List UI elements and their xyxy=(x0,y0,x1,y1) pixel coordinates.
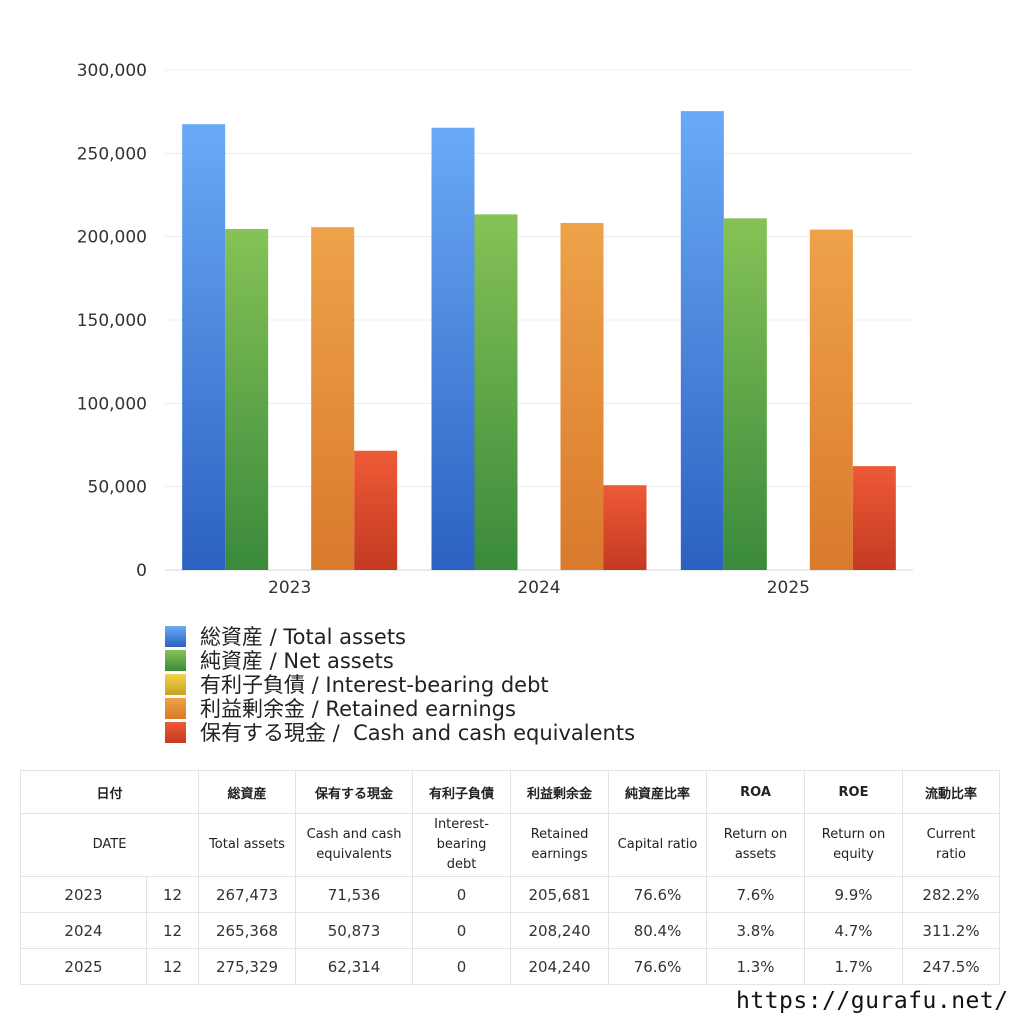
table-cell: 311.2% xyxy=(902,912,1001,949)
table-cell: 76.6% xyxy=(608,948,708,985)
table-cell: 0 xyxy=(412,912,512,949)
header-cell-en: Cash and cash equivalents xyxy=(295,813,414,877)
table-cell: 50,873 xyxy=(295,912,414,949)
header-cell-ja: 保有する現金 xyxy=(295,770,414,814)
y-tick-label: 100,000 xyxy=(77,394,147,414)
header-cell-ja: 総資産 xyxy=(198,770,297,814)
header-cell-ja: ROE xyxy=(804,770,904,814)
legend-swatch xyxy=(165,721,186,743)
x-axis-ticks: 2023 2024 2025 xyxy=(268,578,810,598)
table-cell: 205,681 xyxy=(510,876,610,913)
y-axis-ticks: 0 50,000 100,000 150,000 200,000 250,000 300,0… xyxy=(77,61,147,581)
bar xyxy=(431,127,475,570)
row-year: 2024 xyxy=(20,912,147,949)
x-tick-label: 2025 xyxy=(767,578,810,598)
y-tick-label: 50,000 xyxy=(88,478,147,498)
legend-swatch xyxy=(165,697,186,719)
row-month: 12 xyxy=(145,876,200,913)
bar xyxy=(603,485,647,570)
table-cell: 62,314 xyxy=(295,948,414,985)
legend-item: 純資産 / Net assets xyxy=(165,648,635,673)
table-cell: 71,536 xyxy=(295,876,414,913)
bars xyxy=(182,111,896,571)
legend-swatch xyxy=(165,649,186,671)
table-cell: 267,473 xyxy=(198,876,297,913)
legend-item: 利益剰余金 / Retained earnings xyxy=(165,696,635,721)
legend-label: 有利子負債 / Interest-bearing debt xyxy=(200,673,549,697)
site-url[interactable]: https://gurafu.net/ xyxy=(736,988,1009,1014)
kpi-table: 日付 総資産 保有する現金 有利子負債 利益剰余金 純資産比率 ROA ROE 流動比率 DAT… xyxy=(19,770,1001,985)
x-tick-label: 2024 xyxy=(517,578,560,598)
legend-item: 総資産 / Total assets xyxy=(165,624,635,649)
header-cell-en: Capital ratio xyxy=(608,813,708,877)
table-header-english: DATE Total assets Cash and cash equivalents… xyxy=(19,813,1001,877)
legend-swatch xyxy=(165,625,186,647)
header-cell-en: Interest-bearing debt xyxy=(412,813,512,877)
legend-label: 純資産 / Net assets xyxy=(200,649,394,673)
table-cell: 275,329 xyxy=(198,948,297,985)
table-cell: 1.7% xyxy=(804,948,904,985)
table-cell: 76.6% xyxy=(608,876,708,913)
header-cell-en: Retained earnings xyxy=(510,813,610,877)
bar xyxy=(852,466,896,570)
bar xyxy=(354,450,398,570)
legend-swatch xyxy=(165,673,186,695)
table-cell: 3.8% xyxy=(706,912,806,949)
row-month: 12 xyxy=(145,948,200,985)
bar xyxy=(809,229,853,570)
header-cell-en: DATE xyxy=(19,813,200,877)
table-cell: 9.9% xyxy=(804,876,904,913)
bar xyxy=(182,124,226,570)
header-cell-ja: 流動比率 xyxy=(902,770,1001,814)
legend-item: 保有する現金 / Cash and cash equivalents xyxy=(165,720,636,745)
table-header-japanese: 日付 総資産 保有する現金 有利子負債 利益剰余金 純資産比率 ROA ROE 流動比率 xyxy=(19,770,1001,814)
table-cell: 265,368 xyxy=(198,912,297,949)
table-row: 2025 12 275,329 62,314 0 204,240 76.6% 1.3% 1.7%… xyxy=(20,948,1001,985)
legend-label: 保有する現金 / Cash and cash equivalents xyxy=(200,721,636,745)
legend-label: 利益剰余金 / Retained earnings xyxy=(200,697,516,721)
legend: 総資産 / Total assets 純資産 / Net assets 有利子負債 … xyxy=(165,624,636,745)
table-cell: 247.5% xyxy=(902,948,1001,985)
table-cell: 4.7% xyxy=(804,912,904,949)
y-tick-label: 250,000 xyxy=(77,144,147,164)
legend-item: 有利子負債 / Interest-bearing debt xyxy=(165,672,635,697)
header-cell-ja: 利益剰余金 xyxy=(510,770,610,814)
bar xyxy=(474,214,518,571)
gridlines xyxy=(165,69,913,571)
row-year: 2023 xyxy=(20,876,147,913)
bar xyxy=(723,218,767,571)
y-tick-label: 200,000 xyxy=(77,228,147,248)
table-row: 2024 12 265,368 50,873 0 208,240 80.4% 3.8% 4.7%… xyxy=(20,912,1001,949)
header-cell-ja: 純資産比率 xyxy=(608,770,708,814)
x-tick-label: 2023 xyxy=(268,578,311,598)
table-body: 2023 12 267,473 71,536 0 205,681 76.6% 7.6% 9.9%… xyxy=(20,876,1001,985)
row-year: 2025 xyxy=(20,948,147,985)
header-cell-ja: 有利子負債 xyxy=(412,770,512,814)
bar-chart: 0 50,000 100,000 150,000 200,000 250,000 300,0… xyxy=(77,61,913,598)
header-cell-ja: ROA xyxy=(706,770,806,814)
header-cell-en: Return on assets xyxy=(706,813,806,877)
table-cell: 0 xyxy=(412,876,512,913)
bar xyxy=(225,229,269,570)
table-cell: 1.3% xyxy=(706,948,806,985)
legend-label: 総資産 / Total assets xyxy=(200,625,406,649)
header-cell-en: Current ratio xyxy=(902,813,1001,877)
table-cell: 80.4% xyxy=(608,912,708,949)
table-row: 2023 12 267,473 71,536 0 205,681 76.6% 7.6% 9.9%… xyxy=(20,876,1001,913)
table-cell: 0 xyxy=(412,948,512,985)
table-cell: 204,240 xyxy=(510,948,610,985)
bar xyxy=(680,111,724,570)
bar xyxy=(560,222,604,570)
y-tick-label: 150,000 xyxy=(77,311,147,331)
y-tick-label: 0 xyxy=(136,561,147,581)
header-cell-en: Return on equity xyxy=(804,813,904,877)
table-cell: 208,240 xyxy=(510,912,610,949)
header-cell-en: Total assets xyxy=(198,813,297,877)
bar xyxy=(311,227,355,570)
header-cell-ja: 日付 xyxy=(19,770,200,814)
table-cell: 282.2% xyxy=(902,876,1001,913)
y-tick-label: 300,000 xyxy=(77,61,147,81)
row-month: 12 xyxy=(145,912,200,949)
table-cell: 7.6% xyxy=(706,876,806,913)
